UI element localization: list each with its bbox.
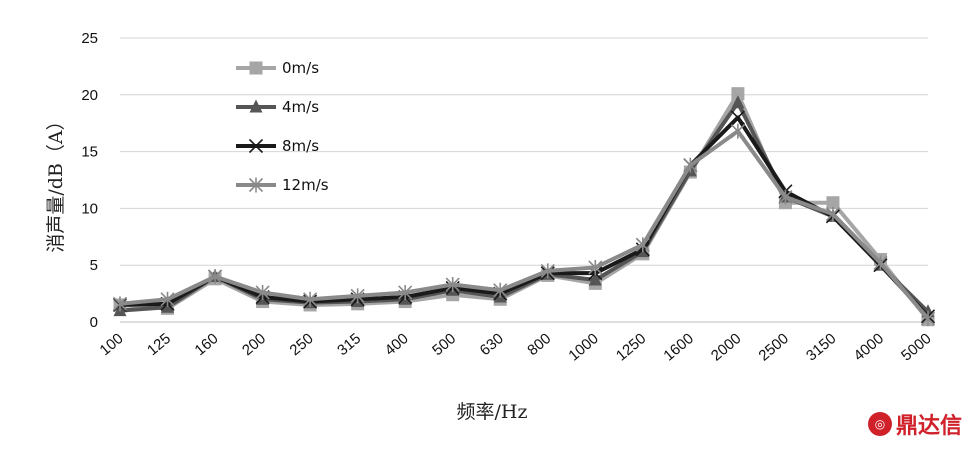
data-point: [730, 123, 745, 139]
data-point: [445, 277, 460, 293]
x-tick-label: 500: [429, 330, 459, 359]
watermark-logo: ◎ 鼎达信: [867, 408, 962, 440]
legend: 0m/s 4m/s 8m/s 12m/s: [236, 59, 329, 194]
y-tick-label: 20: [81, 87, 98, 104]
data-point: [825, 206, 841, 222]
y-axis-label: 消声量/dB（A）: [45, 111, 67, 252]
x-tick-label: 800: [524, 330, 554, 359]
legend-label: 4m/s: [282, 98, 319, 116]
data-point: [920, 311, 936, 327]
x-axis-ticks: 100 125 160 200 250 315 400 500 630 800 1000 1250 16…: [96, 330, 934, 364]
series-lines: [112, 87, 936, 327]
x-tick-label: 630: [477, 330, 507, 359]
series-line: [119, 129, 930, 320]
data-point: [730, 110, 745, 125]
x-tick-label: 100: [96, 330, 126, 359]
data-point: [249, 61, 263, 75]
x-tick-label: 2000: [708, 330, 744, 364]
legend-entry: 12m/s: [236, 176, 329, 194]
x-tick-label: 125: [144, 330, 174, 359]
x-tick-label: 2500: [755, 330, 791, 364]
y-axis-ticks: 0 5 10 15 20 25: [81, 30, 98, 331]
data-point: [398, 284, 413, 300]
y-tick-label: 0: [90, 314, 98, 331]
data-point: [588, 272, 602, 286]
x-tick-label: 3150: [803, 330, 839, 364]
x-tick-label: 1250: [613, 330, 649, 364]
y-tick-label: 15: [81, 144, 98, 161]
x-tick-label: 160: [192, 330, 222, 359]
series-12m/s: [112, 123, 936, 327]
legend-label: 8m/s: [282, 137, 319, 155]
data-point: [683, 157, 698, 173]
data-point: [249, 99, 263, 113]
gridlines: [120, 37, 928, 323]
data-point: [588, 259, 603, 275]
y-tick-label: 10: [81, 200, 98, 217]
data-point: [207, 269, 223, 285]
x-axis-label: 频率/Hz: [457, 401, 528, 423]
x-tick-label: 400: [382, 330, 412, 359]
x-tick-label: 5000: [898, 330, 934, 364]
legend-label: 0m/s: [282, 59, 319, 77]
x-tick-label: 1000: [565, 330, 601, 364]
data-point: [635, 237, 650, 253]
y-tick-label: 25: [81, 30, 98, 47]
series-line: [119, 115, 930, 318]
data-point: [778, 189, 793, 205]
legend-entry: 4m/s: [236, 98, 319, 116]
data-point: [350, 288, 365, 304]
logo-icon: ◎: [867, 412, 892, 436]
watermark-text: 鼎达信: [895, 414, 962, 439]
x-tick-label: 200: [239, 330, 269, 359]
legend-entry: 8m/s: [236, 137, 319, 155]
x-tick-label: 1600: [660, 330, 696, 364]
data-point: [540, 263, 555, 279]
data-point: [493, 282, 508, 298]
x-tick-label: 4000: [851, 330, 887, 364]
legend-entry: 0m/s: [236, 59, 319, 77]
data-point: [255, 284, 270, 300]
legend-label: 12m/s: [282, 176, 329, 194]
data-point: [873, 255, 888, 271]
x-tick-label: 315: [334, 330, 364, 359]
data-point: [303, 291, 318, 307]
data-point: [826, 196, 840, 210]
data-point: [731, 87, 745, 101]
x-tick-label: 250: [287, 330, 317, 359]
data-point: [248, 177, 264, 193]
y-tick-label: 5: [90, 257, 98, 274]
data-point: [731, 95, 745, 109]
data-point: [160, 291, 175, 307]
data-point: [112, 296, 128, 312]
data-point: [248, 138, 264, 154]
